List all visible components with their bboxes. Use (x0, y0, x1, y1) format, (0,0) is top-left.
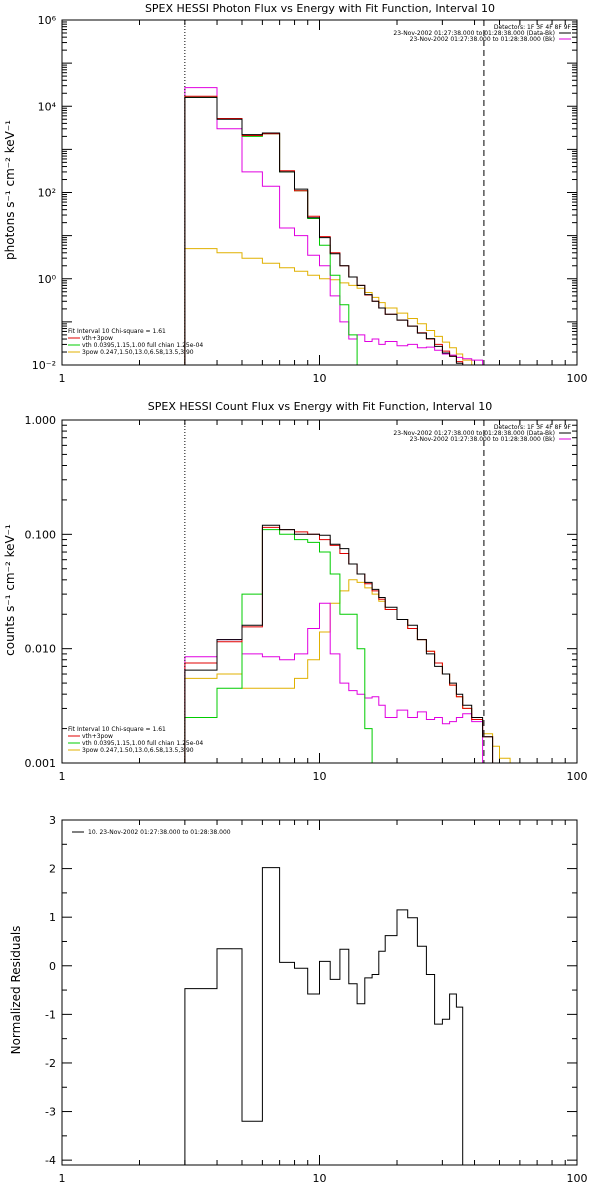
legend-entry: Detectors: 1F 3F 4F 8F 9F (494, 24, 572, 31)
legend-entry: vth+3pow (82, 335, 113, 342)
y-tick-label: -4 (45, 1154, 56, 1167)
legend-entry: 3pow 0.247,1.50,13.0,6.58,13.5,3.90 (82, 747, 194, 754)
series-3pow (184, 579, 511, 763)
series-vth (184, 529, 373, 763)
y-tick-label: 10⁶ (38, 14, 57, 27)
chart-title: SPEX HESSI Photon Flux vs Energy with Fi… (145, 2, 495, 15)
series-bk (184, 87, 484, 365)
legend-entry: 10. 23-Nov-2002 01:27:38.000 to 01:28:38… (88, 829, 231, 836)
legend-entry: Fit Interval 10 Chi-square = 1.61 (68, 328, 166, 335)
axis-frame (61, 419, 578, 764)
y-axis-label: photons s⁻¹ cm⁻² keV⁻¹ (3, 120, 17, 260)
series-data-bk (184, 96, 464, 365)
photon-flux-panel: SPEX HESSI Photon Flux vs Energy with Fi… (3, 2, 588, 385)
y-tick-label: -2 (45, 1057, 56, 1070)
x-tick-label: 1 (59, 1172, 66, 1185)
series-vth-3pow (184, 95, 464, 365)
x-tick-label: 10 (313, 770, 327, 783)
x-tick-label: 1 (59, 770, 66, 783)
x-tick-label: 100 (567, 1172, 588, 1185)
y-tick-label: 10⁻² (32, 359, 56, 372)
y-axis-label: Normalized Residuals (9, 926, 23, 1055)
axis-frame (61, 819, 578, 1166)
y-tick-label: 2 (49, 863, 56, 876)
x-tick-label: 100 (567, 372, 588, 385)
legend-entry: 23-Nov-2002 01:27:38.000 to 01:28:38.000… (393, 430, 555, 437)
series-data-bk (184, 524, 494, 763)
legend-entry: 3pow 0.247,1.50,13.0,6.58,13.5,3.90 (82, 349, 194, 356)
x-tick-label: 10 (313, 372, 327, 385)
legend-entry: 23-Nov-2002 01:27:38.000 to 01:28:38.000… (410, 36, 555, 43)
x-tick-label: 100 (567, 770, 588, 783)
legend-entry: vth 0.0395,1.15,1.00 full chian 1.25e-04 (82, 342, 203, 349)
chart-title: SPEX HESSI Count Flux vs Energy with Fit… (148, 400, 492, 413)
series-bk (184, 602, 484, 763)
y-tick-label: -1 (45, 1008, 56, 1021)
y-tick-label: 1.000 (25, 414, 57, 427)
y-tick-label: -3 (45, 1106, 56, 1119)
count-flux-panel: SPEX HESSI Count Flux vs Energy with Fit… (3, 400, 588, 783)
series-vth-3pow (184, 526, 494, 763)
legend-entry: Fit Interval 10 Chi-square = 1.61 (68, 726, 166, 733)
y-tick-label: 10² (38, 187, 56, 200)
y-axis-label: counts s⁻¹ cm⁻² keV⁻¹ (3, 524, 17, 656)
y-tick-label: 10⁴ (38, 100, 57, 113)
series-vth (184, 96, 366, 365)
y-tick-label: 0.010 (25, 643, 57, 656)
legend-entry: vth+3pow (82, 733, 113, 740)
series-3pow (184, 248, 473, 365)
y-tick-label: 0.100 (25, 528, 57, 541)
legend-entry: 23-Nov-2002 01:27:38.000 to 01:28:38.000… (393, 30, 555, 37)
legend-entry: Detectors: 1F 3F 4F 8F 9F (494, 424, 572, 431)
x-tick-label: 1 (59, 372, 66, 385)
y-tick-label: 10⁰ (38, 273, 57, 286)
y-tick-label: 0.001 (25, 757, 57, 770)
y-tick-label: 3 (49, 814, 56, 827)
legend-entry: vth 0.0395,1.15,1.00 full chian 1.25e-04 (82, 740, 203, 747)
axis-frame (61, 19, 578, 366)
series-10-23-nov-2002-01-27-38-000-to-01-28-38-000 (184, 867, 464, 1165)
y-tick-label: 0 (49, 960, 56, 973)
residuals-panel: Normalized Residuals 1 10 100 -4 -3 -2 -1 0 1 2 3… (9, 814, 588, 1185)
x-tick-label: 10 (313, 1172, 327, 1185)
y-tick-label: 1 (49, 911, 56, 924)
legend-entry: 23-Nov-2002 01:27:38.000 to 01:28:38.000… (410, 436, 555, 443)
